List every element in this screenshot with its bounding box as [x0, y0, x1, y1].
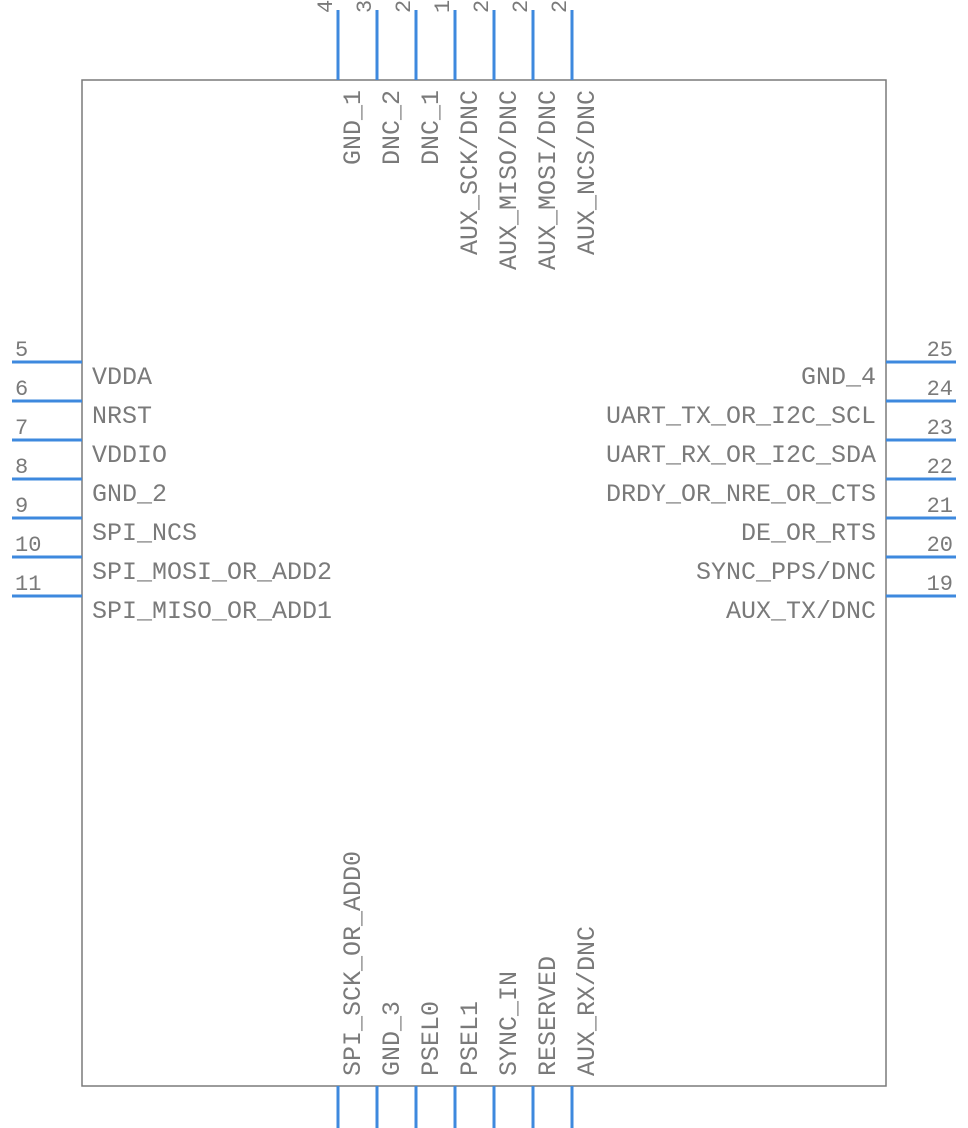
pin-20-number: 20 [927, 533, 953, 558]
pin-3-number: 3 [353, 0, 378, 13]
pin-13-label: GND_3 [378, 1001, 407, 1076]
pin-6-number: 6 [15, 377, 28, 402]
pin-1-number: 1 [431, 0, 456, 13]
pin-27-label: AUX_MOSI/DNC [534, 90, 563, 270]
pin-24-label: UART_TX_OR_I2C_SCL [606, 402, 876, 431]
pin-20-label: SYNC_PPS/DNC [696, 558, 876, 587]
pin-22-label: DRDY_OR_NRE_OR_CTS [606, 480, 876, 509]
pin-9-label: SPI_NCS [92, 519, 197, 548]
pin-21-label: DE_OR_RTS [741, 519, 876, 548]
pin-18-label: AUX_RX/DNC [573, 926, 602, 1076]
pin-22-number: 22 [927, 455, 953, 480]
pin-27-number: 27 [509, 0, 534, 13]
pin-10-number: 10 [15, 533, 41, 558]
pin-15-label: PSEL1 [456, 1001, 485, 1076]
pin-17-label: RESERVED [534, 956, 563, 1076]
pin-23-number: 23 [927, 416, 953, 441]
pin-2-number: 2 [392, 0, 417, 13]
pin-19-label: AUX_TX/DNC [726, 597, 876, 626]
pin-6-label: NRST [92, 402, 152, 431]
pin-16-label: SYNC_IN [495, 971, 524, 1076]
pin-4-number: 4 [314, 0, 339, 13]
pin-8-number: 8 [15, 455, 28, 480]
pin-28-number: 28 [470, 0, 495, 13]
pin-3-label: DNC_2 [378, 90, 407, 165]
pin-21-number: 21 [927, 494, 953, 519]
pin-19-number: 19 [927, 572, 953, 597]
pin-25-number: 25 [927, 338, 953, 363]
pin-2-label: DNC_1 [417, 90, 446, 165]
pin-25-label: GND_4 [801, 363, 876, 392]
pin-12-label: SPI_SCK_OR_ADD0 [339, 851, 368, 1076]
pin-10-label: SPI_MOSI_OR_ADD2 [92, 558, 332, 587]
pin-7-number: 7 [15, 416, 28, 441]
pin-28-label: AUX_MISO/DNC [495, 90, 524, 270]
pin-9-number: 9 [15, 494, 28, 519]
pin-5-number: 5 [15, 338, 28, 363]
pin-26-label: AUX_NCS/DNC [573, 90, 602, 255]
pin-8-label: GND_2 [92, 480, 167, 509]
pin-11-number: 11 [15, 572, 41, 597]
pin-4-label: GND_1 [339, 90, 368, 165]
pin-5-label: VDDA [92, 363, 152, 392]
pin-1-label: AUX_SCK/DNC [456, 90, 485, 255]
pin-11-label: SPI_MISO_OR_ADD1 [92, 597, 332, 626]
pin-24-number: 24 [927, 377, 953, 402]
pin-14-label: PSEL0 [417, 1001, 446, 1076]
pin-23-label: UART_RX_OR_I2C_SDA [606, 441, 876, 470]
schematic-svg: 5 VDDA 6 NRST 7 VDDIO 8 GND_2 9 SPI_NCS 10 SPI_MOSI… [0, 0, 968, 1128]
pin-26-number: 26 [548, 0, 573, 13]
pin-7-label: VDDIO [92, 441, 167, 470]
